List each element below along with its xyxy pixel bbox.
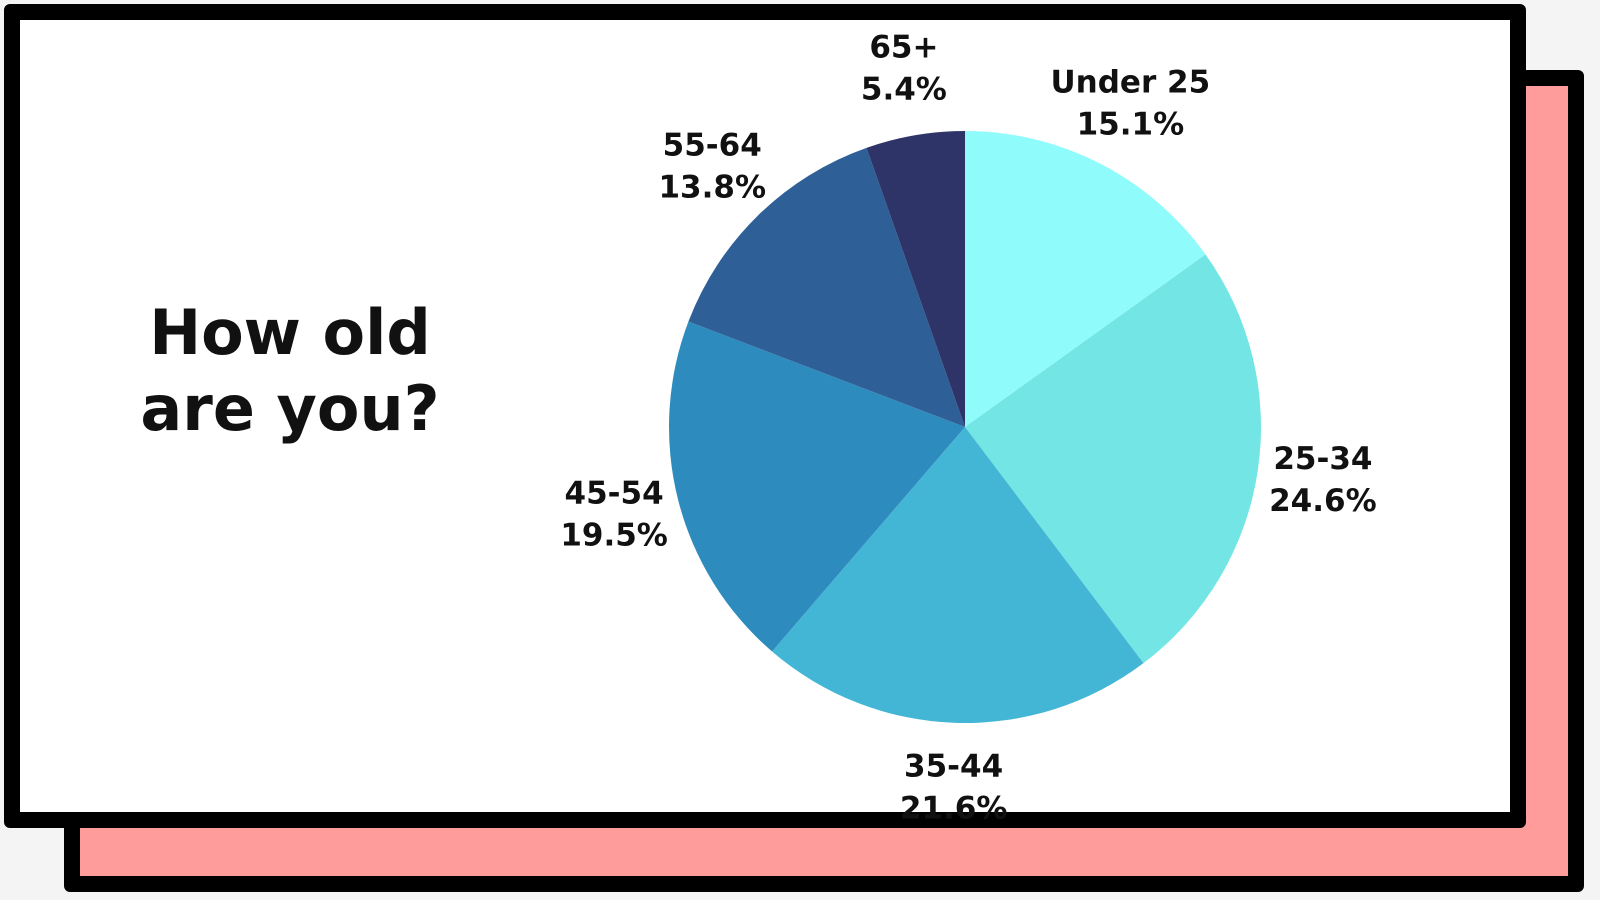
pie-slice (965, 254, 1261, 664)
pie-slice (866, 131, 965, 427)
chart-title: How old are you? (140, 296, 440, 445)
slice-label: 25-34 (1273, 441, 1372, 477)
pie-slice (688, 147, 965, 427)
value-label: 24.6% (1269, 483, 1377, 519)
pie-slice (669, 321, 965, 652)
value-label: 13.8% (658, 169, 766, 205)
value-label: 19.5% (560, 517, 668, 553)
slice-label: Under 25 (1051, 64, 1211, 100)
pie-slice (965, 131, 1206, 427)
slice-label: 55-64 (663, 127, 762, 163)
value-label: 21.6% (900, 790, 1008, 826)
pie-slice (772, 427, 1144, 724)
value-label: 5.4% (861, 72, 947, 108)
slice-label: 65+ (869, 30, 938, 66)
slice-label: 45-54 (565, 475, 664, 511)
value-label: 15.1% (1077, 106, 1185, 142)
slice-label: 35-44 (904, 748, 1003, 784)
